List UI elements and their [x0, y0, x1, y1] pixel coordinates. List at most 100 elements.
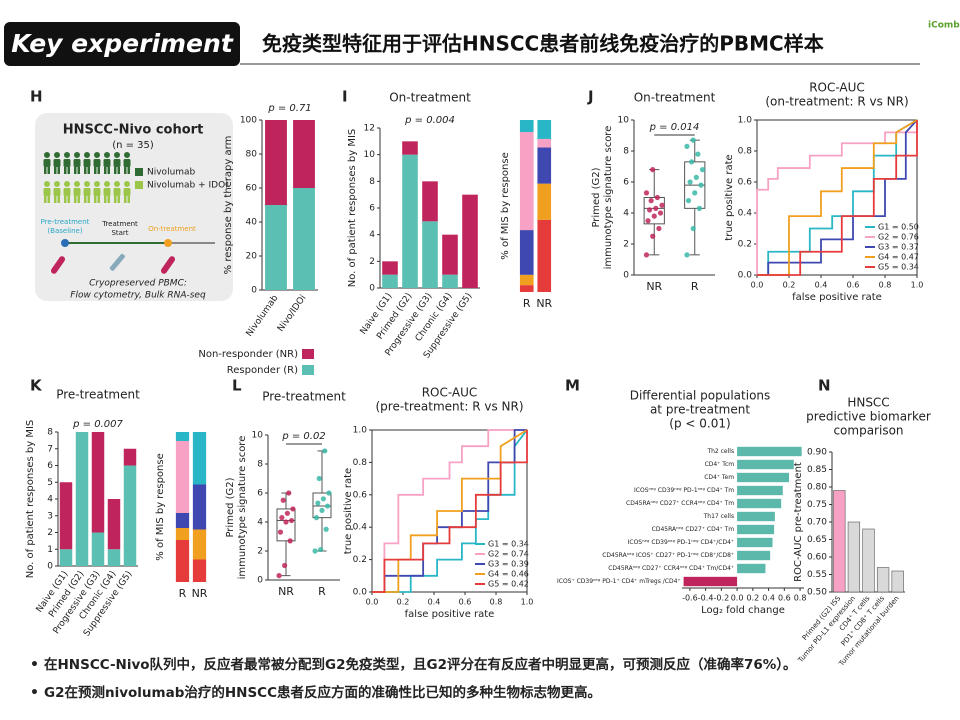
y-tick-label: 0.0 — [353, 588, 368, 598]
bar-segment — [462, 194, 478, 288]
person-icon — [74, 181, 80, 187]
person-icon — [114, 152, 120, 158]
person-icon — [93, 159, 101, 167]
category-label: ICOSⁿᵉᵍ CD39ⁿᵉᵍ PD-1ⁿᵉᵍ CD4⁺/CD4⁺ — [628, 539, 734, 546]
bar-segment — [175, 441, 190, 513]
y-tick-label: 8 — [47, 428, 53, 438]
y-tick-label: 6 — [369, 204, 375, 214]
bar-segment — [175, 540, 190, 582]
p-value: p = 0.014 — [649, 122, 700, 133]
y-tick-label: 7 — [47, 444, 53, 454]
person-icon — [57, 196, 60, 203]
person-icon — [84, 196, 87, 203]
panel-letter: N — [818, 377, 831, 395]
x-tick-label: 0.0 — [366, 598, 379, 607]
person-icon — [43, 159, 51, 167]
y-tick-label: 6 — [623, 178, 629, 188]
x-tick-label: 0.6 — [847, 281, 860, 290]
data-point — [651, 213, 657, 219]
legend-label: G1 = 0.34 — [488, 540, 529, 549]
y-axis-label: true positive rate — [724, 154, 735, 240]
y-tick-label: 80 — [246, 150, 258, 160]
y-tick-label: 0.85 — [807, 465, 827, 475]
panel-letter: I — [342, 88, 348, 106]
chart-title: On-treatment — [389, 91, 471, 105]
data-point — [659, 202, 665, 208]
x-tick-label: 0.2 — [746, 594, 759, 603]
bar-segment — [91, 532, 105, 566]
logo: iCombo — [928, 21, 960, 31]
y-tick-label: 0.60 — [807, 553, 827, 563]
data-point — [643, 252, 650, 258]
panel-letter: K — [30, 377, 43, 395]
data-point — [698, 182, 704, 188]
cohort-n: (n = 35) — [112, 140, 154, 151]
x-tick-label: 1.0 — [521, 598, 534, 607]
category-label: CD4⁺ Tcm — [705, 461, 735, 468]
roc-curve — [372, 429, 527, 593]
y-tick-label: 2 — [47, 528, 53, 538]
bar-segment — [382, 261, 398, 275]
y-tick-label: 2 — [369, 257, 375, 267]
bar-segment — [175, 528, 190, 540]
person-icon — [84, 152, 90, 158]
bar-segment — [382, 274, 398, 288]
x-tick-label: 0.0 — [751, 281, 764, 290]
x-axis-label: false positive rate — [405, 609, 495, 620]
data-point — [287, 538, 293, 544]
bar-segment — [442, 234, 458, 275]
x-tick-label: 0.6 — [459, 598, 472, 607]
data-point — [643, 190, 650, 196]
y-tick-label: 4 — [257, 518, 263, 528]
pbmc-label: Flow cytometry, Bulk RNA-seq — [70, 291, 206, 301]
data-point — [685, 198, 692, 204]
bar — [737, 498, 782, 509]
chart-title: Pre-treatment — [56, 388, 140, 402]
x-tick-label: 1.0 — [911, 281, 924, 290]
y-tick-label: 2 — [257, 547, 263, 557]
data-point — [645, 218, 651, 224]
y-tick-label: 0.6 — [738, 178, 753, 188]
y-tick-label: 100 — [240, 116, 257, 126]
tube-icon — [50, 256, 66, 274]
cohort-diagram: HNSCC-Nivo cohort (n = 35) Nivolumab Niv… — [35, 113, 233, 301]
p-value: p = 0.71 — [267, 103, 311, 114]
x-tick-label: 0.0 — [731, 594, 744, 603]
person-icon — [74, 196, 77, 203]
person-icon — [64, 152, 70, 158]
data-point — [692, 190, 698, 196]
person-icon — [114, 196, 117, 203]
person-icon — [64, 181, 70, 187]
bar-segment — [293, 188, 315, 290]
bar-segment — [519, 274, 534, 286]
data-point — [653, 205, 659, 211]
y-axis-label: immunotype signature score — [237, 436, 248, 580]
y-tick-label: 1.0 — [353, 426, 368, 436]
legend-label: G4 = 0.46 — [488, 570, 529, 579]
bar-segment — [519, 120, 534, 133]
data-point — [326, 490, 332, 496]
y-axis-label: % of MIS by response — [500, 152, 511, 259]
data-point — [284, 510, 290, 516]
y-tick-label: 0 — [623, 271, 629, 281]
x-tick-label: NR — [278, 585, 294, 598]
data-point — [283, 519, 289, 525]
y-axis-label: % response by therapy arm — [223, 136, 234, 275]
person-icon — [84, 167, 87, 174]
tag-box — [4, 22, 240, 66]
y-tick-label: 0.65 — [807, 535, 827, 545]
person-icon — [44, 152, 50, 158]
y-tick-label: 0.0 — [738, 271, 753, 281]
y-tick-label: 0.2 — [738, 240, 752, 250]
category-label: CD4⁺ Tem — [704, 474, 734, 481]
bar-segment — [422, 181, 438, 222]
roc-curve — [756, 120, 918, 275]
data-point — [657, 210, 664, 216]
panel-letter: M — [565, 377, 580, 395]
legend-label: G5 = 0.34 — [878, 263, 919, 272]
panel-letter: J — [587, 88, 594, 106]
person-icon — [44, 181, 50, 187]
person-icon — [94, 167, 97, 174]
roc-curve — [757, 119, 918, 276]
